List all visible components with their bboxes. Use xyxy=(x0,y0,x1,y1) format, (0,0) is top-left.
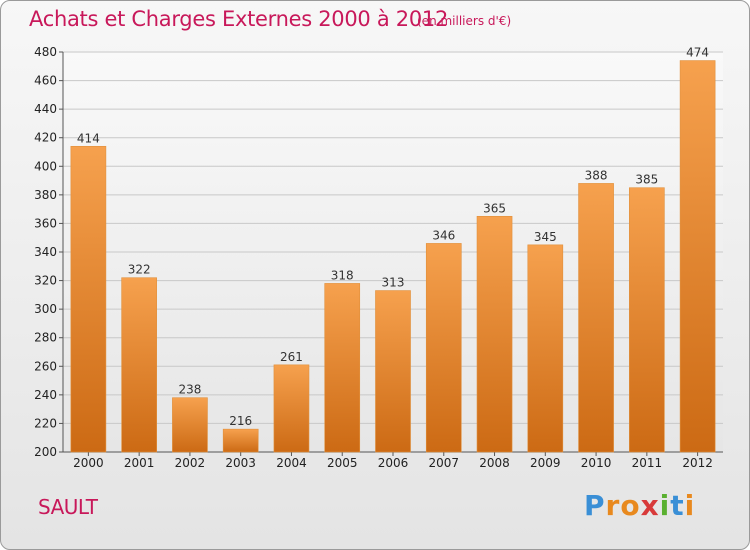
value-label-2008: 365 xyxy=(483,201,506,215)
y-tick-label: 460 xyxy=(34,74,57,88)
bar-2002 xyxy=(172,397,208,453)
value-label-2004: 261 xyxy=(280,350,303,364)
bar-2012 xyxy=(679,60,716,453)
x-tick-label-2012: 2012 xyxy=(682,456,713,470)
y-tick-label: 200 xyxy=(34,445,57,459)
proxiti-logo: Proxiti xyxy=(584,489,695,522)
bar-2007 xyxy=(425,243,462,453)
y-tick-label: 420 xyxy=(34,131,57,145)
bar-2003 xyxy=(222,428,259,453)
bar-2005 xyxy=(324,283,361,453)
logo-letter: o xyxy=(620,489,641,522)
y-tick-label: 260 xyxy=(34,359,57,373)
value-label-2001: 322 xyxy=(128,263,151,277)
value-label-2002: 238 xyxy=(178,383,201,397)
commune-name: SAULT xyxy=(38,495,98,519)
y-tick-label: 360 xyxy=(34,216,57,230)
x-tick-label-2002: 2002 xyxy=(175,456,206,470)
y-tick-labels: 200 220 240 260 280 300 320 340 360 380 400 420 440 4… xyxy=(34,45,57,459)
x-tick-label-2010: 2010 xyxy=(581,456,612,470)
bar-2006 xyxy=(375,290,411,453)
x-tick-label-2000: 2000 xyxy=(73,456,104,470)
x-tick-label-2001: 2001 xyxy=(124,456,155,470)
bar-2004 xyxy=(273,364,310,453)
value-label-2005: 318 xyxy=(331,268,354,282)
x-tick-label-2003: 2003 xyxy=(225,456,256,470)
y-tick-label: 400 xyxy=(34,159,57,173)
value-label-2011: 385 xyxy=(635,173,658,187)
y-tick-label: 240 xyxy=(34,388,57,402)
y-tick-label: 220 xyxy=(34,416,57,430)
bar-2009 xyxy=(527,244,564,453)
x-tick-label-2007: 2007 xyxy=(428,456,459,470)
x-tick-labels: 2000 2001 2002 2003 2004 2005 2006 2007 2008 2009… xyxy=(73,456,713,470)
value-labels: 414 322 238 216 261 318 313 346 365 345 388 385 474 xyxy=(77,46,709,429)
logo-letter: r xyxy=(605,489,621,522)
logo-letter: i xyxy=(659,489,671,522)
value-label-2012: 474 xyxy=(686,46,709,60)
value-label-2003: 216 xyxy=(229,414,252,428)
x-tick-label-2008: 2008 xyxy=(479,456,510,470)
y-tick-label: 380 xyxy=(34,188,57,202)
bar-2000 xyxy=(70,145,107,453)
bar-2001 xyxy=(121,277,157,453)
bar-2010 xyxy=(578,183,614,453)
logo-letter: t xyxy=(670,489,685,522)
bar-2011 xyxy=(629,187,665,453)
y-tick-label: 340 xyxy=(34,245,57,259)
logo-letter: x xyxy=(640,489,660,522)
logo-letter: i xyxy=(684,489,696,522)
x-tick-label-2005: 2005 xyxy=(327,456,358,470)
value-label-2007: 346 xyxy=(432,228,455,242)
chart-subtitle: (en milliers d'€) xyxy=(417,14,512,28)
x-tick-label-2011: 2011 xyxy=(632,456,663,470)
x-tick-label-2004: 2004 xyxy=(276,456,307,470)
chart-title: Achats et Charges Externes 2000 à 2012 xyxy=(29,7,449,31)
bars xyxy=(70,60,716,453)
value-label-2006: 313 xyxy=(382,276,405,290)
y-tick-label: 320 xyxy=(34,274,57,288)
y-tick-label: 480 xyxy=(34,45,57,59)
value-label-2010: 388 xyxy=(585,168,608,182)
y-tick-label: 300 xyxy=(34,302,57,316)
y-tick-label: 280 xyxy=(34,331,57,345)
x-tick-label-2009: 2009 xyxy=(530,456,561,470)
value-label-2000: 414 xyxy=(77,131,100,145)
bar-2008 xyxy=(476,215,513,453)
y-tick-label: 440 xyxy=(34,102,57,116)
value-label-2009: 345 xyxy=(534,230,557,244)
x-tick-label-2006: 2006 xyxy=(378,456,409,470)
logo-letter: P xyxy=(584,489,606,522)
